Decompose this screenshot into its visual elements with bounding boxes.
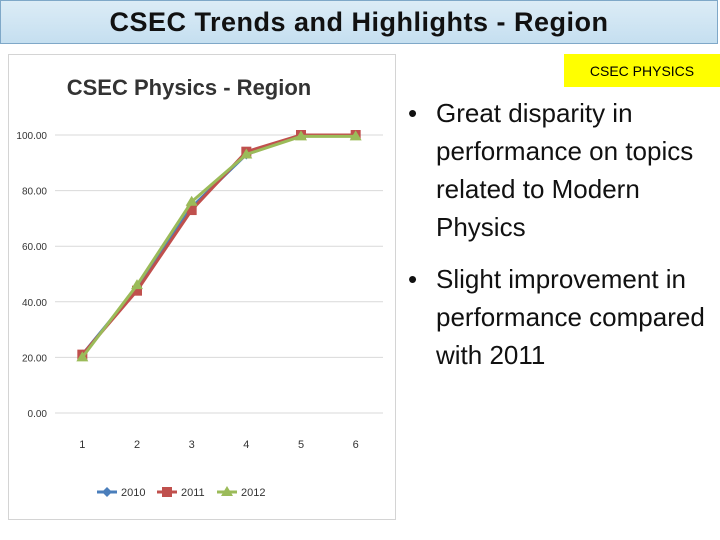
data-point	[132, 285, 142, 296]
legend-item: 2011	[157, 487, 205, 499]
series-lines	[76, 130, 362, 362]
legend-label: 2011	[181, 487, 205, 499]
bullet-list: • Great disparity in performance on topi…	[404, 94, 716, 388]
y-tick-label: 80.00	[22, 187, 47, 198]
series-line	[81, 133, 356, 356]
data-point	[349, 130, 362, 141]
legend-label: 2012	[241, 487, 265, 499]
y-tick-label: 100.00	[16, 131, 47, 142]
data-point	[295, 130, 307, 141]
slide-title: CSEC Trends and Highlights - Region	[109, 6, 609, 37]
x-tick-label: 6	[353, 439, 359, 451]
series-2010	[77, 130, 361, 360]
x-tick-label: 5	[298, 439, 304, 451]
y-tick-label: 0.00	[28, 409, 48, 420]
y-tick-label: 60.00	[22, 242, 47, 253]
gridlines	[55, 134, 383, 414]
x-tick-label: 1	[79, 439, 85, 451]
chart-legend: 2010 2011 2012	[97, 486, 265, 499]
data-point	[240, 148, 253, 159]
legend-item: 2010	[97, 487, 145, 499]
y-tick-label: 40.00	[22, 298, 47, 309]
bullet-text: Great disparity in performance on topics…	[436, 98, 694, 242]
chart-title: CSEC Physics - Region	[67, 75, 312, 100]
data-point	[186, 205, 197, 216]
series-line	[81, 133, 356, 356]
data-point	[185, 195, 198, 206]
data-point	[162, 487, 172, 497]
data-point	[76, 351, 89, 362]
bullet-item: • Slight improvement in performance comp…	[404, 260, 716, 374]
data-point	[102, 487, 112, 497]
data-point	[221, 486, 233, 496]
y-tick-label: 20.00	[22, 353, 47, 364]
x-tick-label: 4	[243, 439, 249, 451]
bullet-item: • Great disparity in performance on topi…	[404, 94, 716, 246]
legend-item: 2012	[217, 486, 265, 499]
x-tick-label: 2	[134, 439, 140, 451]
line-chart: CSEC Physics - Region 0.0020.0040.0060.0…	[16, 75, 383, 499]
bullet-marker: •	[408, 98, 418, 128]
bullet-marker: •	[408, 264, 418, 294]
subject-badge: CSEC PHYSICS	[564, 54, 720, 87]
data-point	[131, 279, 143, 290]
bullet-text: Slight improvement in performance compar…	[436, 264, 705, 370]
x-axis-ticks: 1 2 3 4 5 6	[79, 439, 358, 451]
series-2011	[77, 130, 361, 360]
x-tick-label: 3	[189, 439, 195, 451]
series-line	[81, 134, 356, 359]
series-2012	[76, 130, 362, 362]
slide-title-bar: CSEC Trends and Highlights - Region	[0, 0, 718, 44]
legend-label: 2010	[121, 487, 145, 499]
chart-panel: CSEC Physics - Region 0.00 20.00 40.00 60.0…	[8, 54, 396, 520]
y-axis-ticks: 0.00 20.00 40.00 60.00 80.00 100.00	[16, 131, 47, 420]
